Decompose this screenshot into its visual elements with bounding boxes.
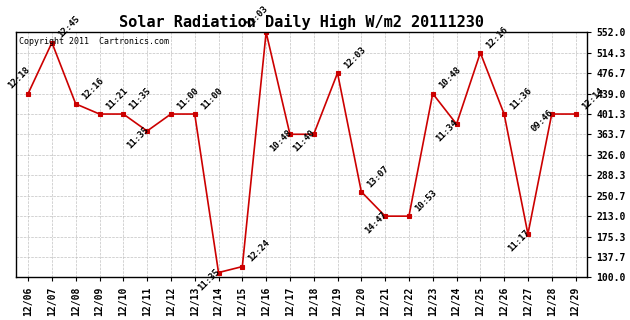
Text: 14:47: 14:47	[363, 210, 388, 236]
Text: 11:00: 11:00	[175, 86, 200, 111]
Text: 10:48: 10:48	[268, 128, 293, 154]
Text: 10:53: 10:53	[413, 188, 438, 213]
Text: 11:35: 11:35	[197, 267, 222, 292]
Title: Solar Radiation Daily High W/m2 20111230: Solar Radiation Daily High W/m2 20111230	[119, 14, 484, 30]
Text: 11:35: 11:35	[127, 86, 153, 111]
Text: 11:21: 11:21	[104, 86, 129, 111]
Text: 09:46: 09:46	[529, 108, 555, 133]
Text: 12:03: 12:03	[341, 45, 367, 70]
Text: 12:45: 12:45	[56, 14, 81, 40]
Text: 12:24: 12:24	[246, 238, 272, 264]
Text: 12:18: 12:18	[6, 66, 32, 91]
Text: 10:48: 10:48	[437, 66, 462, 91]
Text: 11:00: 11:00	[199, 86, 224, 111]
Text: Copyright 2011  Cartronics.com: Copyright 2011 Cartronics.com	[19, 37, 169, 46]
Text: 11:17: 11:17	[506, 228, 531, 253]
Text: 12:14: 12:14	[580, 86, 605, 111]
Text: 11:36: 11:36	[508, 86, 534, 111]
Text: 11:40: 11:40	[292, 128, 317, 154]
Text: 12:16: 12:16	[80, 76, 105, 101]
Text: 13:07: 13:07	[365, 164, 391, 189]
Text: 11:03: 11:03	[244, 4, 269, 29]
Text: 11:35: 11:35	[125, 125, 151, 150]
Text: 12:16: 12:16	[484, 25, 510, 50]
Text: 11:34: 11:34	[434, 118, 460, 144]
